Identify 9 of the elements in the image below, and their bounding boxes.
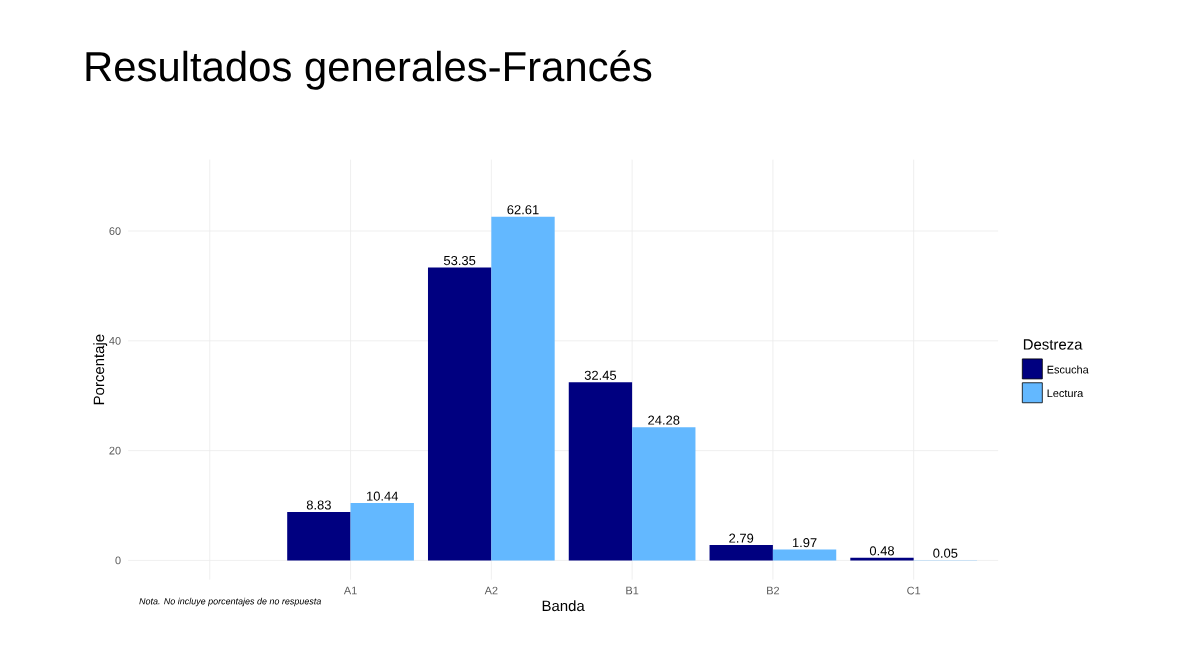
- bar: [632, 427, 696, 561]
- bar: [427, 267, 492, 561]
- bar: [568, 382, 633, 561]
- bar: [772, 549, 837, 561]
- bar: [491, 216, 555, 561]
- bar: [709, 545, 773, 561]
- bar: [350, 503, 414, 561]
- chart-title: Resultados generales-Francés: [86, 50, 652, 90]
- bar: [287, 511, 351, 561]
